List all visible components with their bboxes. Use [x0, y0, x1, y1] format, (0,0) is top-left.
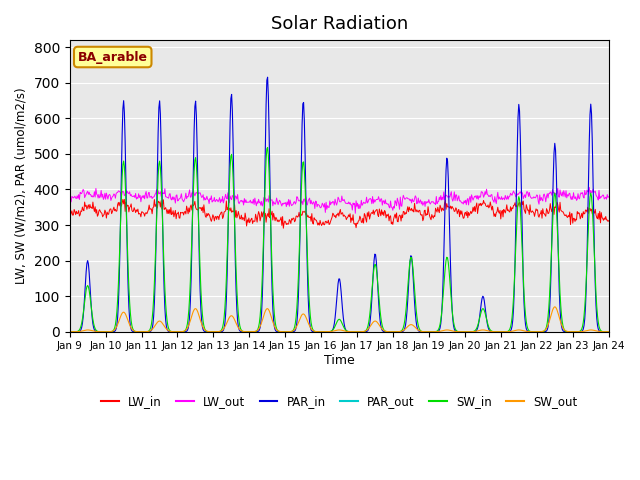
- SW_out: [420, 329, 428, 335]
- PAR_out: [66, 329, 74, 335]
- PAR_out: [420, 329, 428, 335]
- SW_out: [551, 304, 559, 310]
- PAR_in: [605, 329, 612, 335]
- Legend: LW_in, LW_out, PAR_in, PAR_out, SW_in, SW_out: LW_in, LW_out, PAR_in, PAR_out, SW_in, S…: [96, 390, 582, 413]
- LW_out: [66, 195, 74, 201]
- PAR_out: [214, 329, 222, 335]
- LW_in: [215, 217, 223, 223]
- PAR_in: [76, 328, 83, 334]
- X-axis label: Time: Time: [324, 354, 355, 367]
- LW_in: [406, 207, 414, 213]
- SW_in: [421, 329, 429, 335]
- PAR_out: [404, 329, 412, 335]
- LW_out: [214, 199, 222, 204]
- SW_in: [66, 329, 74, 335]
- SW_in: [76, 327, 83, 333]
- LW_in: [76, 213, 83, 219]
- SW_out: [66, 329, 74, 335]
- LW_in: [605, 218, 612, 224]
- PAR_out: [76, 329, 83, 335]
- LW_in: [120, 196, 128, 202]
- SW_out: [605, 329, 612, 335]
- PAR_in: [131, 329, 139, 335]
- SW_in: [264, 144, 271, 150]
- SW_out: [131, 328, 139, 334]
- Y-axis label: LW, SW (W/m2), PAR (umol/m2/s): LW, SW (W/m2), PAR (umol/m2/s): [15, 88, 28, 284]
- LW_in: [66, 211, 74, 217]
- Text: BA_arable: BA_arable: [77, 50, 148, 63]
- LW_out: [131, 195, 139, 201]
- Line: SW_out: SW_out: [70, 307, 609, 332]
- PAR_in: [186, 313, 193, 319]
- Line: LW_out: LW_out: [70, 187, 609, 213]
- LW_in: [132, 210, 140, 216]
- SW_out: [76, 329, 83, 335]
- PAR_in: [406, 269, 413, 275]
- Line: SW_in: SW_in: [70, 147, 609, 332]
- PAR_in: [66, 329, 74, 335]
- PAR_in: [421, 329, 429, 335]
- Title: Solar Radiation: Solar Radiation: [271, 15, 408, 33]
- SW_in: [214, 329, 222, 335]
- LW_out: [186, 187, 193, 193]
- LW_in: [280, 225, 287, 231]
- SW_out: [404, 323, 412, 329]
- SW_out: [214, 329, 222, 335]
- LW_in: [186, 204, 194, 209]
- Line: PAR_in: PAR_in: [70, 77, 609, 332]
- LW_out: [76, 197, 83, 203]
- SW_in: [131, 328, 139, 334]
- PAR_in: [214, 329, 222, 335]
- SW_in: [605, 329, 612, 335]
- SW_out: [186, 320, 193, 326]
- LW_out: [586, 184, 593, 190]
- Line: LW_in: LW_in: [70, 199, 609, 228]
- SW_in: [186, 294, 193, 300]
- PAR_out: [131, 329, 139, 335]
- PAR_out: [186, 329, 193, 335]
- SW_in: [406, 264, 413, 270]
- LW_out: [605, 194, 612, 200]
- LW_out: [406, 196, 413, 202]
- LW_in: [422, 213, 429, 218]
- PAR_in: [264, 74, 271, 80]
- PAR_out: [605, 329, 612, 335]
- LW_out: [421, 204, 429, 209]
- LW_out: [351, 210, 359, 216]
